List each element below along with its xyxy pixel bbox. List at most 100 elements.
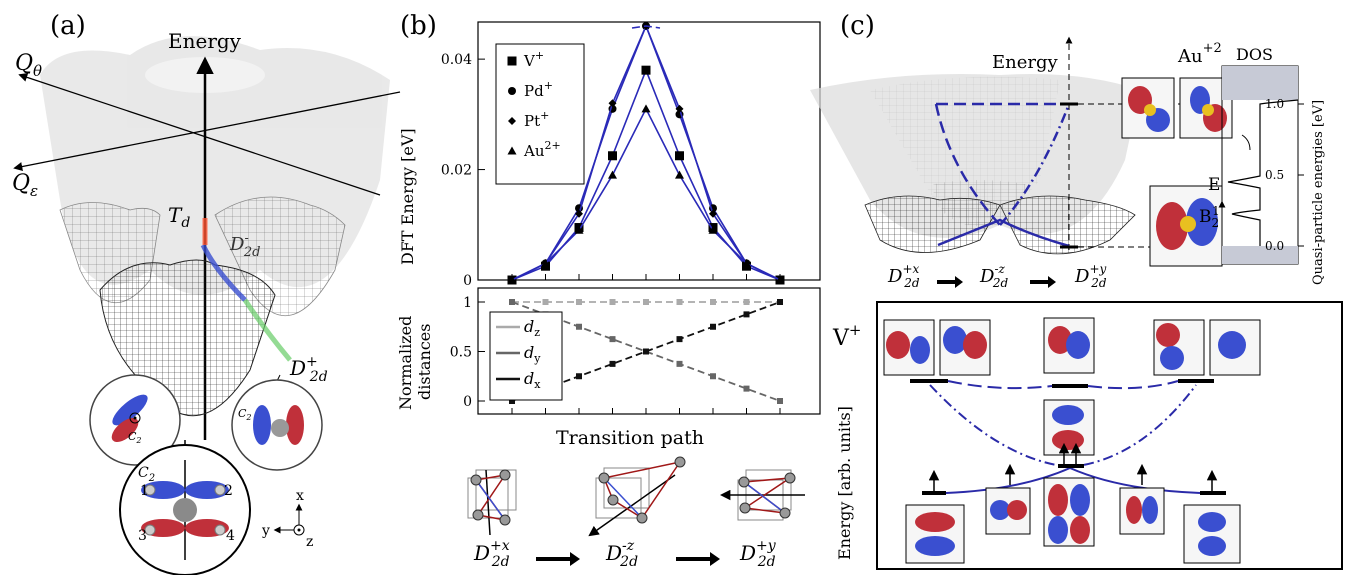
atom-label-4: 4 (226, 528, 235, 544)
dft-point (742, 258, 751, 267)
coord-y: y (261, 523, 270, 539)
c-energy-label: Energy (992, 52, 1059, 73)
cube-diagram-3 (719, 469, 805, 521)
dft-point (575, 209, 583, 218)
atom-label-2: 2 (224, 483, 233, 499)
c-path-label-1: D+x 2d (887, 262, 920, 290)
v-dashed-line (947, 380, 1179, 390)
dist-point (777, 398, 783, 404)
dft-chart-frame (477, 21, 821, 281)
dft-ytick-label: 0 (463, 273, 472, 289)
dist-ytick-label: 1 (463, 295, 472, 311)
q-theta-label: Qθ (15, 51, 42, 80)
q-eps-label: Qε (12, 171, 38, 200)
cube-diagram-2 (588, 456, 686, 537)
dist-point (576, 299, 582, 305)
level-b2-label: B21 (1199, 204, 1220, 230)
dos-curve (1227, 99, 1299, 246)
dist-point (542, 299, 549, 305)
dft-legend-label: Pd+ (524, 79, 553, 100)
d2d-plus-label: D+ 2d (289, 354, 328, 385)
dft-point (507, 275, 517, 284)
coordinate-legend: x y z (261, 488, 313, 550)
dft-legend-box (495, 43, 585, 185)
coord-z: z (306, 534, 313, 550)
panel-a: (a) Energy Qθ Qε Td D-2d D+ 2d (12, 11, 401, 575)
dist-ylabel-1: Normalized (396, 316, 415, 410)
dft-point (541, 258, 550, 267)
panel-b: (b) 0 0.02 0.04 V+ Pd+ Pt+ Au2+ DFT Energy [eV… (396, 11, 821, 570)
panel-c-label: (c) (840, 11, 875, 41)
dist-point (676, 360, 683, 367)
c-path-solid (937, 218, 1070, 248)
dft-legend-label: Pt+ (524, 109, 549, 130)
dft-ylabel: DFT Energy [eV] (398, 128, 417, 265)
dist-point (710, 373, 716, 380)
dos-label: DOS (1236, 45, 1273, 64)
d2d-minus-label: D-2d (229, 231, 260, 260)
dist-point (609, 336, 616, 343)
dist-point (643, 299, 649, 305)
dft-ytick-label: 0.04 (441, 52, 472, 68)
path-blue (200, 243, 247, 302)
dft-point (508, 87, 516, 95)
dist-point (743, 311, 750, 318)
dft-point (641, 104, 651, 113)
panel-a-label: (a) (50, 11, 86, 41)
panel-c: (c) Energy D+x 2d D-z 2d D+y 2d Au+2 (810, 11, 1343, 570)
v-lower-levels (922, 442, 1226, 495)
dist-point (710, 299, 716, 305)
orbital-inset-main: C2 1 2 3 4 (119, 444, 251, 575)
energy-label-a: Energy (168, 29, 242, 53)
au-orbital-3 (1149, 185, 1223, 267)
dft-legend-label: V+ (523, 49, 544, 70)
dft-point (775, 275, 785, 284)
dft-point (641, 65, 651, 75)
dft-point (708, 225, 718, 234)
td-label: Td (168, 203, 190, 231)
v-orbitals-top (883, 317, 1261, 456)
au-orbital-1 (1121, 77, 1175, 139)
v-orbitals-bottom (905, 477, 1241, 564)
dist-point (743, 299, 750, 305)
c2-label-main: C2 (138, 465, 155, 484)
dft-point (507, 56, 517, 66)
b-path-label-3: D+y 2d (739, 538, 777, 570)
c2-label-left: C2 (128, 430, 142, 445)
dist-point (509, 398, 515, 404)
atom-label-3: 3 (138, 528, 147, 544)
v-box (876, 301, 1343, 570)
b-path-label-1: D+x 2d (473, 538, 510, 570)
b-arrow-1 (536, 552, 580, 566)
c2-label-right: C2 (238, 407, 252, 422)
dft-energy-chart: 0 0.02 0.04 V+ Pd+ Pt+ Au2+ (441, 22, 785, 289)
dft-ytick-label: 0.02 (441, 163, 472, 179)
dft-point (608, 170, 617, 179)
dft-point (675, 170, 684, 179)
dist-ytick-label: 0 (463, 394, 472, 410)
dft-point (574, 225, 584, 234)
dist-point (777, 299, 783, 305)
dist-point (609, 360, 616, 367)
dft-point (675, 104, 684, 113)
coord-x: x (296, 488, 304, 504)
b-path-label-2: D-z 2d (605, 538, 638, 570)
dft-legend-label: Au2+ (523, 139, 561, 160)
dos-tick-0: 0.0 (1265, 239, 1284, 253)
dist-point (509, 299, 515, 305)
b-arrow-2 (676, 552, 720, 566)
dft-point (675, 151, 684, 161)
au-label: Au+2 (1177, 41, 1222, 67)
panel-b-label: (b) (400, 11, 437, 41)
dft-point (709, 209, 717, 218)
dft-point (608, 99, 617, 108)
box-ylabel: Energy [arb. units] (835, 406, 854, 560)
c-energy-surface (810, 74, 1140, 255)
dos-ticks: 1.0 0.5 0.0 (1265, 97, 1304, 253)
dist-point (609, 299, 616, 305)
dist-point (576, 373, 582, 380)
q-theta-axis (18, 72, 381, 196)
dos-ylabel: Quasi-particle energies [eV] (1311, 100, 1326, 285)
c-path-label-2: D-z 2d (979, 262, 1008, 290)
